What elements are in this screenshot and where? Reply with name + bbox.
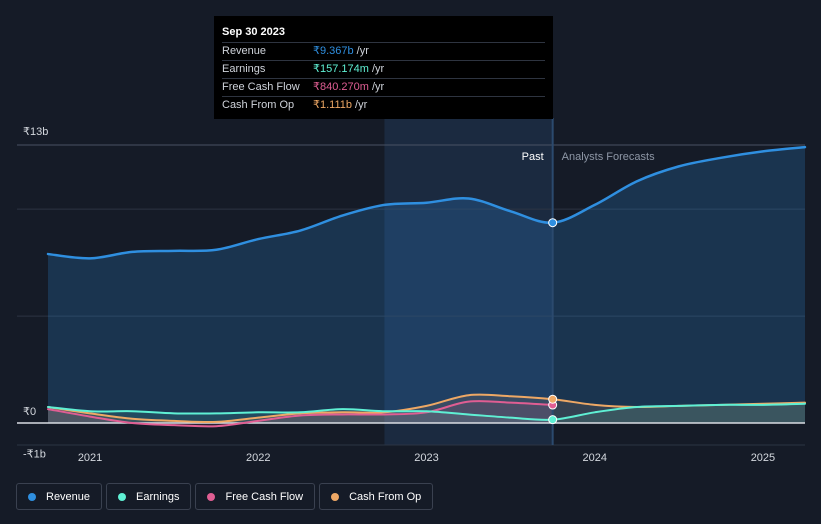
series-line-earnings: [47, 402, 806, 421]
tooltip-row-cash-from-op: Cash From Op ₹1.111b /yr: [222, 96, 545, 114]
tooltip-label: Earnings: [222, 63, 266, 75]
legend-item-free-cash-flow[interactable]: Free Cash Flow: [195, 483, 316, 510]
tooltip-row-earnings: Earnings ₹157.174m /yr: [222, 60, 545, 78]
data-tooltip: Sep 30 2023 Revenue ₹9.367b /yr Earnings…: [214, 16, 553, 119]
tooltip-value: ₹157.174m: [313, 63, 369, 75]
tooltip-row-free-cash-flow: Free Cash Flow ₹840.270m /yr: [222, 78, 545, 96]
series-area: [48, 394, 805, 423]
x-tick-label: 2022: [246, 452, 270, 464]
legend-dot-icon: [118, 492, 127, 501]
x-tick-label: 2025: [751, 452, 775, 464]
past-region: [384, 118, 553, 445]
tooltip-label: Revenue: [222, 45, 267, 57]
tooltip-label: Cash From Op: [222, 99, 295, 111]
marker-cash-from-op: [548, 394, 558, 404]
x-tick-label: 2024: [582, 452, 606, 464]
legend-item-revenue[interactable]: Revenue: [16, 483, 103, 510]
marker-revenue: [548, 218, 558, 228]
legend-label: Free Cash Flow: [225, 490, 304, 503]
legend-dot-icon: [28, 492, 36, 501]
legend-dot-icon: [331, 492, 340, 501]
past-label: Past: [522, 151, 544, 163]
tooltip-unit: /yr: [371, 63, 385, 75]
revenue-area: [48, 147, 805, 423]
tooltip-unit: /yr: [371, 81, 385, 93]
y-tick-label: ₹0: [23, 406, 36, 418]
y-tick-label: ₹13b: [23, 126, 48, 138]
legend-label: Cash From Op: [349, 490, 422, 503]
legend-item-earnings[interactable]: Earnings: [106, 483, 192, 510]
legend-item-cash-from-op[interactable]: Cash From Op: [319, 483, 434, 510]
tooltip-unit: /yr: [355, 99, 368, 111]
tooltip-label: Free Cash Flow: [222, 81, 300, 93]
legend-label: Earnings: [136, 490, 180, 503]
tooltip-unit: /yr: [356, 45, 369, 57]
tooltip-date: Sep 30 2023: [222, 26, 285, 38]
marker-earnings: [548, 415, 558, 425]
tooltip-row-revenue: Revenue ₹9.367b /yr: [222, 42, 545, 60]
legend-label: Revenue: [46, 490, 91, 503]
x-tick-label: 2021: [78, 452, 102, 464]
y-tick-label: -₹1b: [23, 448, 46, 460]
series-line-revenue: [46, 145, 807, 260]
series-line-free-cash-flow: [47, 400, 554, 428]
legend-dot-icon: [207, 492, 216, 501]
series-area: [48, 403, 805, 423]
tooltip-value: ₹9.367b: [313, 45, 354, 57]
forecast-label: Analysts Forecasts: [562, 151, 655, 163]
tooltip-value: ₹1.111b: [313, 99, 353, 111]
tooltip-value: ₹840.270m: [313, 81, 369, 93]
series-area: [48, 401, 553, 427]
x-tick-label: 2023: [414, 452, 438, 464]
legend: Revenue Earnings Free Cash Flow Cash Fro…: [16, 483, 434, 510]
